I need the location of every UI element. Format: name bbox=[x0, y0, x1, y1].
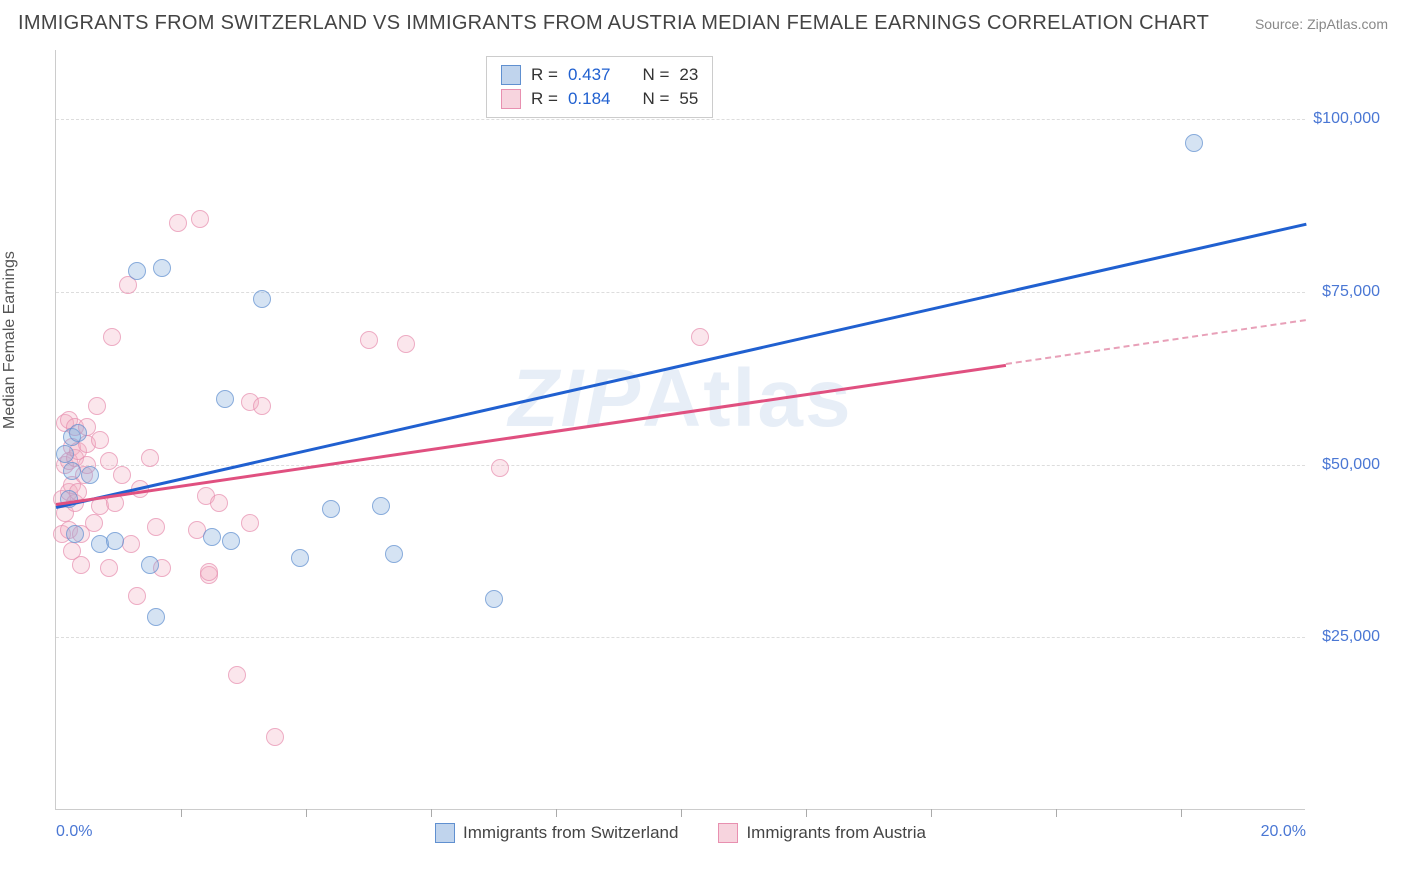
data-point-blue bbox=[128, 262, 146, 280]
x-tick bbox=[431, 809, 432, 817]
trendline-blue bbox=[56, 223, 1307, 509]
data-point-pink bbox=[397, 335, 415, 353]
data-point-pink bbox=[113, 466, 131, 484]
x-tick-label: 0.0% bbox=[56, 823, 92, 841]
data-point-pink bbox=[122, 535, 140, 553]
data-point-blue bbox=[203, 528, 221, 546]
y-tick-label: $75,000 bbox=[1322, 283, 1380, 301]
data-point-blue bbox=[1185, 134, 1203, 152]
data-point-pink bbox=[91, 431, 109, 449]
chart-title: IMMIGRANTS FROM SWITZERLAND VS IMMIGRANT… bbox=[18, 12, 1209, 35]
r-value: 0.184 bbox=[568, 89, 611, 109]
y-tick-label: $100,000 bbox=[1313, 110, 1380, 128]
legend-swatch-blue bbox=[501, 65, 521, 85]
data-point-pink bbox=[103, 328, 121, 346]
data-point-blue bbox=[216, 390, 234, 408]
y-tick-label: $25,000 bbox=[1322, 628, 1380, 646]
data-point-pink bbox=[360, 331, 378, 349]
x-tick bbox=[306, 809, 307, 817]
data-point-pink bbox=[228, 666, 246, 684]
legend-item-blue: Immigrants from Switzerland bbox=[435, 823, 678, 843]
data-point-blue bbox=[291, 549, 309, 567]
data-point-blue bbox=[56, 445, 74, 463]
data-point-pink bbox=[210, 494, 228, 512]
data-point-blue bbox=[222, 532, 240, 550]
x-tick bbox=[556, 809, 557, 817]
data-point-pink bbox=[200, 563, 218, 581]
data-point-blue bbox=[81, 466, 99, 484]
legend-swatch-pink bbox=[718, 823, 738, 843]
data-point-blue bbox=[322, 500, 340, 518]
data-point-pink bbox=[253, 397, 271, 415]
legend-label: Immigrants from Austria bbox=[746, 823, 926, 843]
n-value: 55 bbox=[679, 89, 698, 109]
n-value: 23 bbox=[679, 65, 698, 85]
data-point-pink bbox=[169, 214, 187, 232]
n-label: N = bbox=[642, 65, 669, 85]
x-tick bbox=[681, 809, 682, 817]
data-point-blue bbox=[253, 290, 271, 308]
series-legend: Immigrants from Switzerland Immigrants fr… bbox=[56, 823, 1305, 843]
trendline-pink-dashed bbox=[1006, 319, 1306, 365]
data-point-pink bbox=[72, 556, 90, 574]
data-point-pink bbox=[88, 397, 106, 415]
r-value: 0.437 bbox=[568, 65, 611, 85]
data-point-blue bbox=[153, 259, 171, 277]
data-point-blue bbox=[141, 556, 159, 574]
correlation-legend-row-blue: R = 0.437 N = 23 bbox=[501, 63, 698, 87]
data-point-pink bbox=[141, 449, 159, 467]
correlation-legend-row-pink: R = 0.184 N = 55 bbox=[501, 87, 698, 111]
r-label: R = bbox=[531, 89, 558, 109]
data-point-blue bbox=[385, 545, 403, 563]
data-point-blue bbox=[147, 608, 165, 626]
x-tick bbox=[1056, 809, 1057, 817]
gridline-horizontal bbox=[56, 292, 1305, 293]
data-point-blue bbox=[63, 462, 81, 480]
chart-area: ZIPAtlas R =0.437N =23R =0.184N =55 Immi… bbox=[55, 50, 1385, 840]
trendline-pink bbox=[56, 363, 1006, 505]
legend-item-pink: Immigrants from Austria bbox=[718, 823, 926, 843]
x-tick bbox=[181, 809, 182, 817]
data-point-pink bbox=[191, 210, 209, 228]
data-point-pink bbox=[147, 518, 165, 536]
x-tick bbox=[931, 809, 932, 817]
source-attribution: Source: ZipAtlas.com bbox=[1255, 16, 1388, 32]
data-point-pink bbox=[241, 514, 259, 532]
gridline-horizontal bbox=[56, 637, 1305, 638]
data-point-pink bbox=[491, 459, 509, 477]
correlation-legend: R = 0.437 N = 23 R = 0.184 N = 55 bbox=[486, 56, 713, 118]
data-point-pink bbox=[85, 514, 103, 532]
data-point-pink bbox=[691, 328, 709, 346]
legend-label: Immigrants from Switzerland bbox=[463, 823, 678, 843]
data-point-blue bbox=[106, 532, 124, 550]
r-label: R = bbox=[531, 65, 558, 85]
data-point-blue bbox=[66, 525, 84, 543]
y-tick-label: $50,000 bbox=[1322, 456, 1380, 474]
data-point-pink bbox=[128, 587, 146, 605]
x-tick bbox=[1181, 809, 1182, 817]
n-label: N = bbox=[642, 89, 669, 109]
gridline-horizontal bbox=[56, 119, 1305, 120]
legend-swatch-pink bbox=[501, 89, 521, 109]
y-axis-label: Median Female Earnings bbox=[1, 251, 19, 429]
data-point-blue bbox=[372, 497, 390, 515]
legend-swatch-blue bbox=[435, 823, 455, 843]
data-point-blue bbox=[485, 590, 503, 608]
data-point-pink bbox=[266, 728, 284, 746]
scatter-plot: ZIPAtlas R =0.437N =23R =0.184N =55 Immi… bbox=[55, 50, 1305, 810]
x-tick bbox=[806, 809, 807, 817]
data-point-pink bbox=[100, 559, 118, 577]
x-tick-label: 20.0% bbox=[1261, 823, 1306, 841]
data-point-blue bbox=[69, 424, 87, 442]
